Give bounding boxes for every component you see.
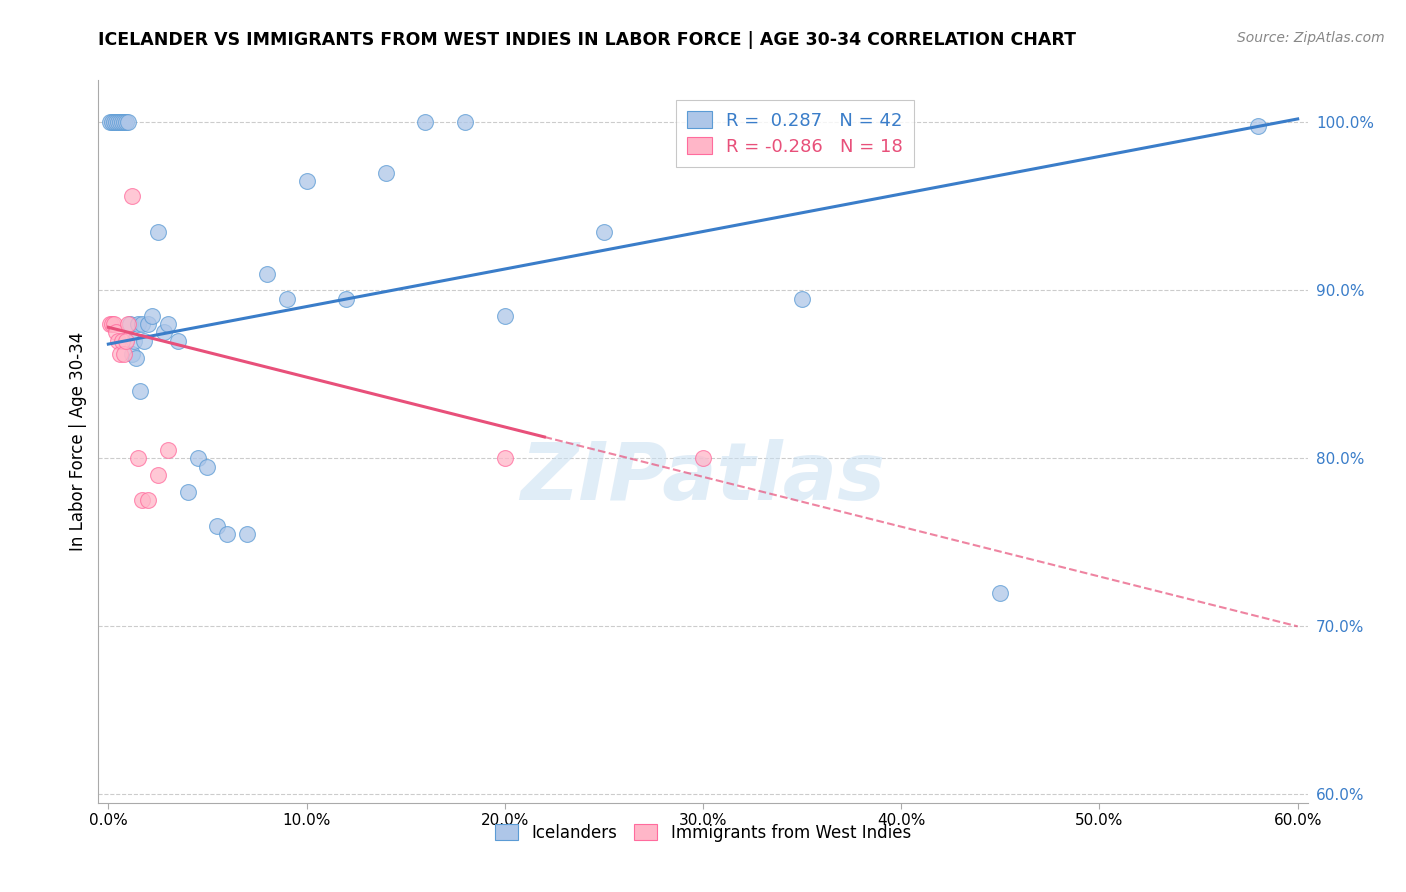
Point — [120, 317, 142, 331]
Point — [111, 115, 134, 129]
Text: Source: ZipAtlas.com: Source: ZipAtlas.com — [1237, 31, 1385, 45]
Y-axis label: In Labor Force | Age 30-34: In Labor Force | Age 30-34 — [69, 332, 87, 551]
Point — [103, 317, 125, 331]
Legend: Icelanders, Immigrants from West Indies: Icelanders, Immigrants from West Indies — [488, 817, 918, 848]
Point — [117, 317, 139, 331]
Point — [1247, 119, 1270, 133]
Point — [131, 493, 153, 508]
Point — [101, 317, 124, 331]
Point — [146, 468, 169, 483]
Point — [112, 347, 135, 361]
Point — [112, 115, 135, 129]
Point — [110, 115, 132, 129]
Point — [197, 459, 219, 474]
Point — [117, 115, 139, 129]
Point — [115, 334, 138, 348]
Point — [136, 317, 159, 331]
Point — [110, 347, 132, 361]
Point — [105, 115, 128, 129]
Point — [186, 451, 208, 466]
Point — [217, 527, 239, 541]
Point — [127, 317, 149, 331]
Point — [115, 115, 138, 129]
Point — [295, 174, 318, 188]
Text: ICELANDER VS IMMIGRANTS FROM WEST INDIES IN LABOR FORCE | AGE 30-34 CORRELATION : ICELANDER VS IMMIGRANTS FROM WEST INDIES… — [98, 31, 1077, 49]
Point — [207, 518, 229, 533]
Point — [101, 115, 124, 129]
Point — [454, 115, 477, 129]
Point — [107, 115, 129, 129]
Point — [132, 334, 155, 348]
Point — [121, 189, 143, 203]
Point — [121, 347, 143, 361]
Point — [236, 527, 259, 541]
Point — [107, 334, 129, 348]
Point — [988, 586, 1011, 600]
Point — [98, 317, 121, 331]
Point — [105, 326, 128, 340]
Point — [125, 351, 148, 365]
Point — [593, 225, 616, 239]
Point — [156, 442, 179, 457]
Point — [146, 225, 169, 239]
Point — [790, 292, 813, 306]
Point — [166, 334, 188, 348]
Point — [111, 334, 134, 348]
Point — [256, 267, 278, 281]
Point — [98, 115, 121, 129]
Point — [374, 166, 396, 180]
Point — [335, 292, 357, 306]
Point — [136, 493, 159, 508]
Point — [141, 309, 163, 323]
Point — [131, 317, 153, 331]
Point — [153, 326, 176, 340]
Point — [176, 485, 198, 500]
Point — [129, 384, 152, 398]
Text: ZIPatlas: ZIPatlas — [520, 439, 886, 516]
Point — [103, 115, 125, 129]
Point — [276, 292, 298, 306]
Point — [156, 317, 179, 331]
Point — [415, 115, 437, 129]
Point — [692, 451, 714, 466]
Point — [122, 334, 145, 348]
Point — [494, 309, 516, 323]
Point — [494, 451, 516, 466]
Point — [127, 451, 149, 466]
